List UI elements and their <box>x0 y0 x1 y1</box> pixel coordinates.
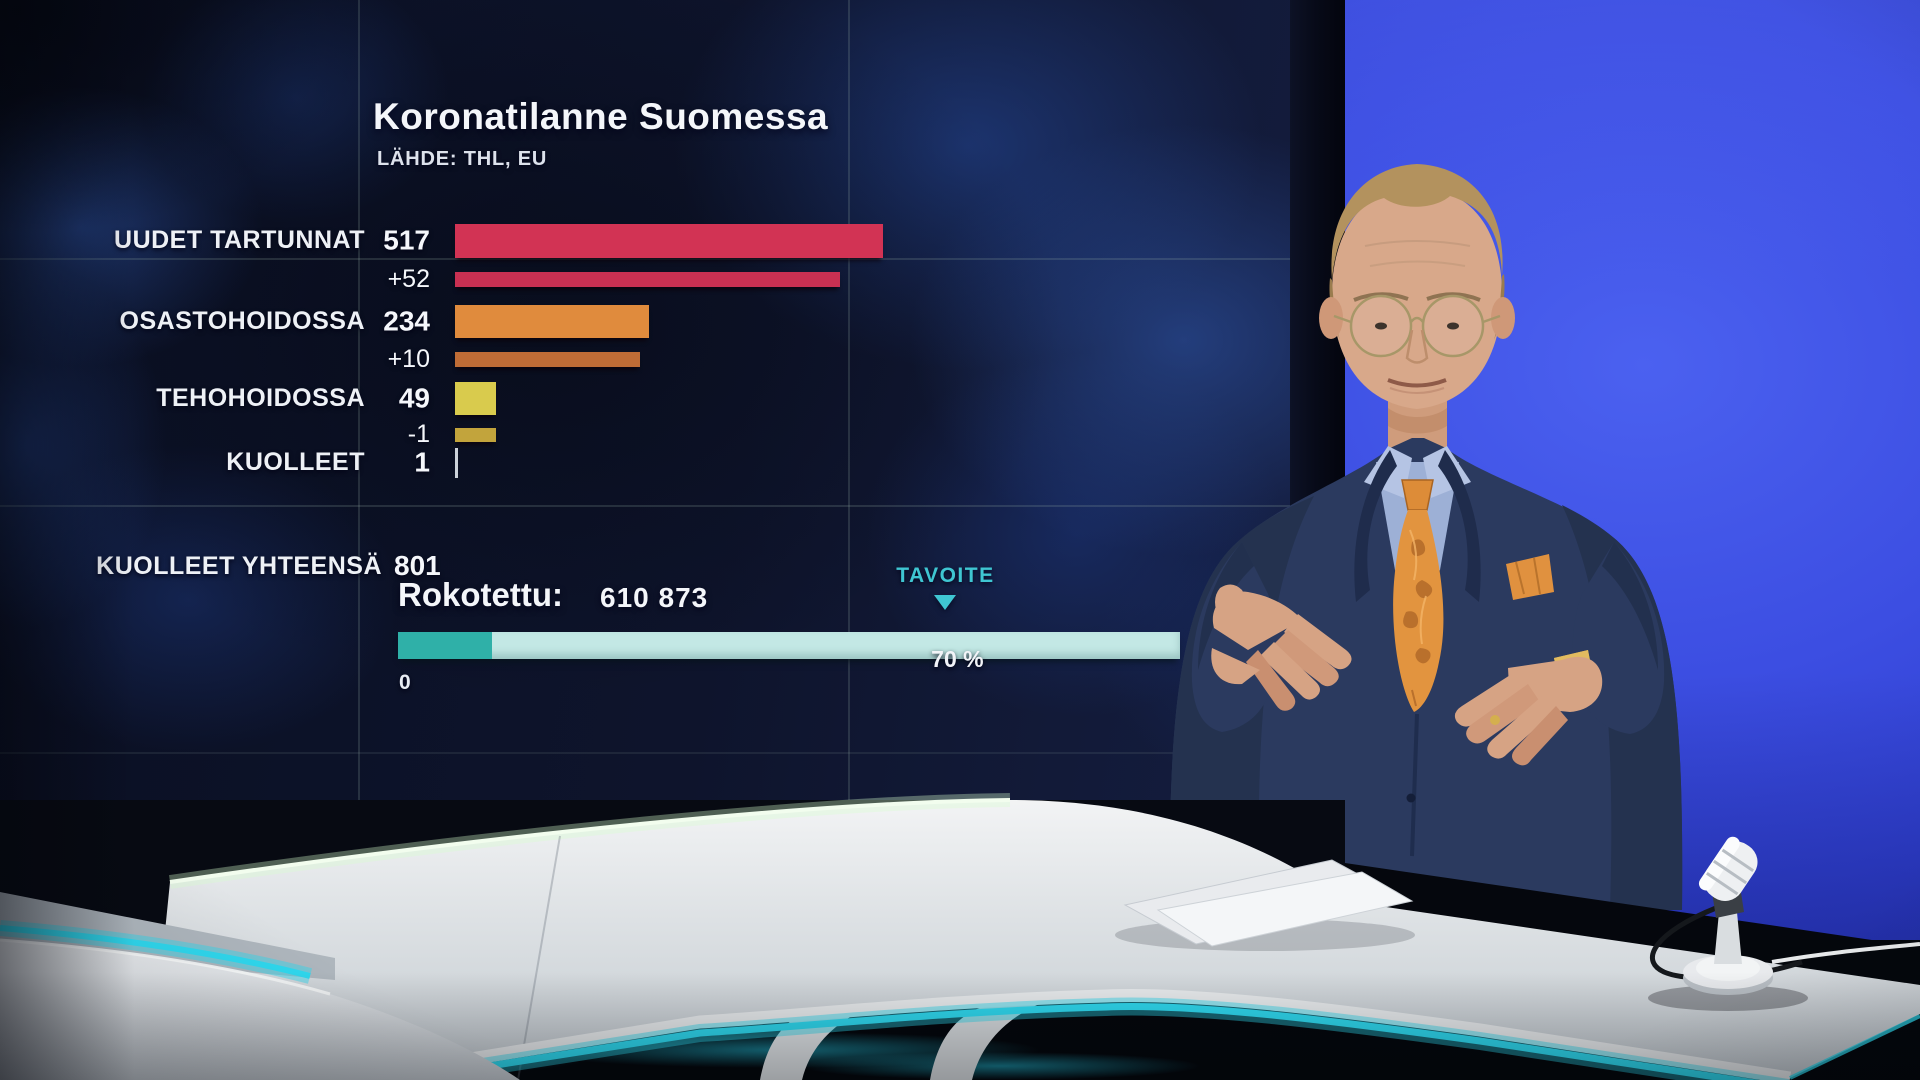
broadcast-frame: Koronatilanne Suomessa LÄHDE: THL, EU UU… <box>0 0 1920 1080</box>
studio-desk-set <box>0 793 1920 1080</box>
